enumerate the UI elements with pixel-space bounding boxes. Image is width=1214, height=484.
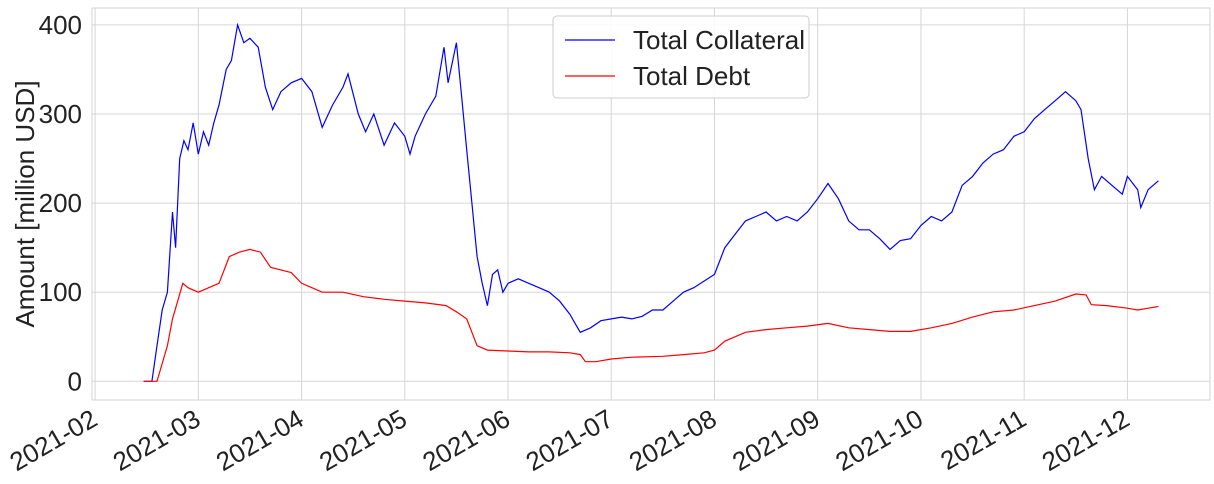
x-tick-label: 2021-04 xyxy=(211,403,309,477)
x-tick-label: 2021-05 xyxy=(314,403,412,477)
x-tick-label: 2021-11 xyxy=(935,403,1031,476)
legend-label: Total Collateral xyxy=(633,25,805,55)
x-tick-label: 2021-06 xyxy=(417,403,515,477)
legend: Total Collateral Total Debt xyxy=(552,15,810,99)
x-tick-label: 2021-03 xyxy=(108,403,206,477)
x-tick-label: 2021-08 xyxy=(624,403,722,477)
y-axis-label: Amount [million USD] xyxy=(10,80,40,327)
series-line xyxy=(143,248,1159,382)
x-tick-label: 2021-02 xyxy=(4,403,102,477)
y-tick-label: 100 xyxy=(39,277,82,307)
y-tick-label: 400 xyxy=(39,10,82,40)
x-tick-label: 2021-07 xyxy=(521,403,619,477)
y-tick-label: 300 xyxy=(39,99,82,129)
x-tick-label: 2021-12 xyxy=(1037,403,1135,477)
series-line xyxy=(143,22,1159,382)
x-tick-label: 2021-09 xyxy=(727,403,825,477)
x-tick-label: 2021-10 xyxy=(830,403,928,477)
y-tick-label: 200 xyxy=(39,188,82,218)
legend-label: Total Debt xyxy=(633,61,751,91)
y-tick-label: 0 xyxy=(68,366,82,396)
legend-box xyxy=(552,15,810,99)
